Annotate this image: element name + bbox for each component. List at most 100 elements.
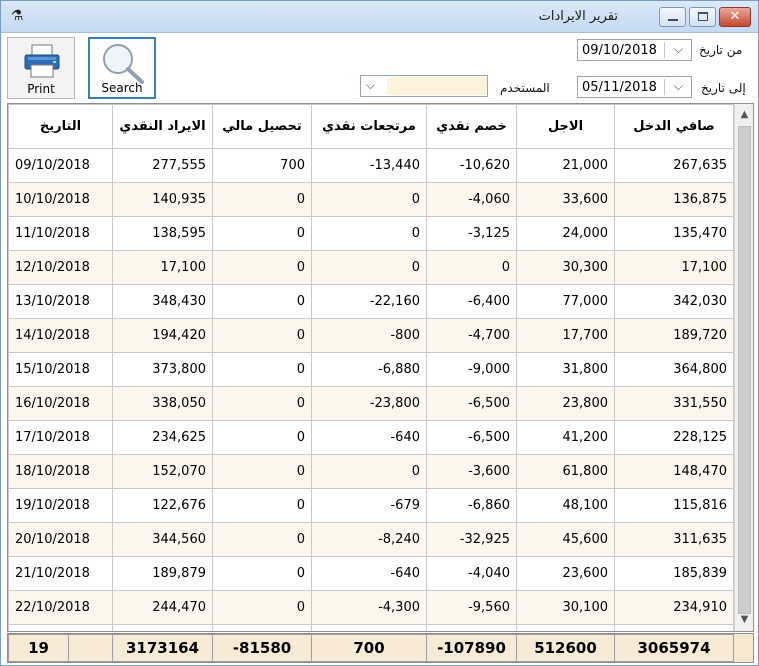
table-cell: -8,240 [311,522,427,557]
table-cell: -3,600 [426,454,517,489]
table-row[interactable]: 22/10/2018 244,470 0 -4,300 -9,560 30,100 234,… [8,590,734,625]
table-cell: -4,040 [426,556,517,591]
table-cell: 0 [212,522,312,557]
table-row[interactable]: 19/10/2018 122,676 0 -679 -6,860 48,100 115,81… [8,488,734,523]
table-cell: 152,070 [112,454,213,489]
column-header-date[interactable]: التاريخ [8,104,113,149]
table-cell: 28,000 [614,624,734,631]
table-cell: 0 [311,250,427,285]
table-cell: 342,030 [614,284,734,319]
table-cell: 24,000 [516,216,615,251]
scroll-down-icon[interactable]: ▼ [740,614,749,625]
print-button[interactable]: Print [7,37,75,99]
table-row[interactable]: 21/10/2018 189,879 0 -640 -4,040 23,600 185,83… [8,556,734,591]
table-cell: 185,839 [614,556,734,591]
totals-table: 19 3173164 -81580 700 -107890 512600 306… [8,634,734,662]
table-cell: 14/10/2018 [8,318,113,353]
column-header-cash-discount[interactable]: خصم نقدي [426,104,517,149]
table-row[interactable]: 10/10/2018 140,935 0 0 -4,060 33,600 136,875 [8,182,734,217]
table-cell: -640 [311,420,427,455]
table-cell: 09/10/2018 [8,148,113,183]
table-cell: -6,500 [426,386,517,421]
to-date-picker[interactable]: 05/11/2018 ⌵ [577,76,692,98]
chevron-down-icon: ⌵ [673,42,683,56]
table-cell: -800 [311,318,427,353]
column-header-cash-revenue[interactable]: الايراد النقدي [112,104,213,149]
table-cell: 61,800 [516,454,615,489]
table-row[interactable]: 15/10/2018 373,800 0 -6,880 -9,000 31,800 364,… [8,352,734,387]
table-cell: 364,800 [614,352,734,387]
column-header-collections[interactable]: تحصيل مالي [212,104,312,149]
search-button[interactable]: Search [88,37,156,99]
table-row[interactable]: 12/10/2018 17,100 0 0 0 30,300 17,100 [8,250,734,285]
table-row[interactable]: 20/10/2018 344,560 0 -8,240 -32,925 45,600 311… [8,522,734,557]
minimize-button[interactable] [659,7,686,27]
table-row[interactable]: 17/10/2018 234,625 0 -640 -6,500 41,200 228,12… [8,420,734,455]
column-header-credit[interactable]: الاجل [516,104,615,149]
table-cell: -22,160 [311,284,427,319]
table-cell: -679 [311,488,427,523]
table-cell: -6,880 [311,352,427,387]
total-cash-discount: -107890 [426,634,517,662]
table-cell: 30,100 [516,590,615,625]
combo-separator [664,42,665,58]
table-row[interactable]: 13/10/2018 348,430 0 -22,160 -6,400 77,000 342… [8,284,734,319]
table-row[interactable]: 25/10/201828,000000028,000 [8,624,734,631]
close-button[interactable]: ✕ [719,7,751,27]
app-icon: ⚗ [10,8,24,24]
table-header-row: التاريخ الايراد النقدي تحصيل مالي مرتجعا… [8,104,734,149]
column-header-net-income[interactable]: صافي الدخل [614,104,734,149]
table-cell: -6,860 [426,488,517,523]
table-row[interactable]: 09/10/2018 277,555 700 -13,440 -10,620 21,000… [8,148,734,183]
table-cell: 0 [212,284,312,319]
window-title: تقرير الايرادات [538,9,618,24]
table-cell: 228,125 [614,420,734,455]
table-cell: 0 [311,182,427,217]
table-cell: 33,600 [516,182,615,217]
table-cell: 18/10/2018 [8,454,113,489]
vertical-scrollbar[interactable]: ▲ ▼ [734,104,753,631]
revenue-grid[interactable]: التاريخ الايراد النقدي تحصيل مالي مرتجعا… [7,103,754,632]
table-cell: 244,470 [112,590,213,625]
table-cell: -9,560 [426,590,517,625]
table-cell: 16/10/2018 [8,386,113,421]
scroll-up-icon[interactable]: ▲ [740,109,749,120]
table-cell: 277,555 [112,148,213,183]
table-cell: 0 [212,590,312,625]
total-count: 19 [8,634,69,662]
table-cell: 373,800 [112,352,213,387]
table-cell: 19/10/2018 [8,488,113,523]
table-cell: -32,925 [426,522,517,557]
table-row[interactable]: 14/10/2018 194,420 0 -800 -4,700 17,700 189,72… [8,318,734,353]
table-cell: 0 [426,250,517,285]
table-cell: 23,600 [516,556,615,591]
printer-icon [24,44,60,78]
table-cell: 12/10/2018 [8,250,113,285]
maximize-button[interactable] [689,7,716,27]
table-cell: 23,800 [516,386,615,421]
table-cell: 331,550 [614,386,734,421]
table-cell: 0 [311,216,427,251]
title-bar[interactable]: ⚗ تقرير الايرادات ✕ [1,1,758,33]
scroll-thumb[interactable] [738,126,751,614]
table-row[interactable]: 16/10/2018 338,050 0 -23,800 -6,500 23,800 331… [8,386,734,421]
print-label: Print [27,82,55,96]
table-cell: 311,635 [614,522,734,557]
table-row[interactable]: 18/10/2018 152,070 0 0 -3,600 61,800 148,470 [8,454,734,489]
total-collections: -81580 [212,634,312,662]
totals-bar: 19 3173164 -81580 700 -107890 512600 306… [7,633,754,663]
table-cell: -4,300 [311,590,427,625]
table-cell: 338,050 [112,386,213,421]
table-cell: 138,595 [112,216,213,251]
table-cell: 17,100 [614,250,734,285]
table-cell: -3,125 [426,216,517,251]
column-header-cash-returns[interactable]: مرتجعات نقدي [311,104,427,149]
table-row[interactable]: 11/10/2018 138,595 0 0 -3,125 24,000 135,470 [8,216,734,251]
user-select[interactable]: ⌵ [360,75,488,97]
from-date-picker[interactable]: 09/10/2018 ⌵ [577,39,692,61]
search-label: Search [101,81,143,95]
magnifier-icon [103,44,144,84]
total-cash-returns: 700 [311,634,427,662]
user-label: المستخدم [500,81,550,95]
